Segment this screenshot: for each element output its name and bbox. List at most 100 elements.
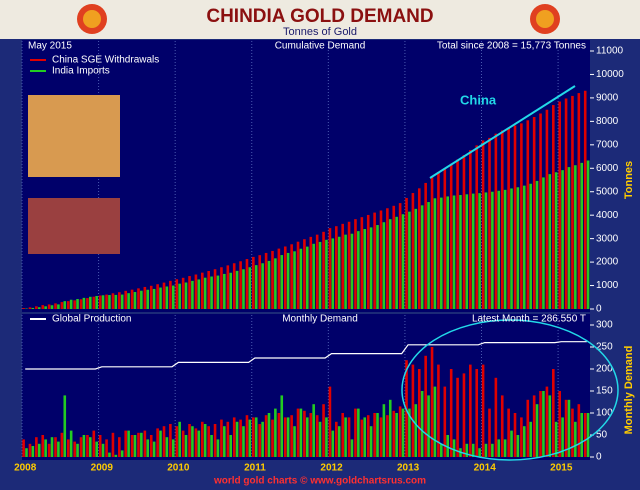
bar — [586, 413, 590, 457]
bar — [373, 212, 376, 309]
bar — [220, 419, 223, 457]
bar — [571, 95, 574, 309]
bar — [25, 448, 28, 457]
bar — [405, 197, 408, 309]
line — [25, 341, 587, 370]
bar — [503, 439, 507, 457]
bar — [118, 437, 121, 457]
bar — [162, 426, 166, 457]
x-tick-label: 2015 — [550, 463, 573, 474]
bar — [322, 404, 325, 457]
bar — [252, 256, 255, 309]
bar — [108, 452, 111, 457]
bar — [315, 234, 319, 309]
bar — [503, 189, 507, 309]
bar — [558, 391, 561, 457]
bar — [328, 228, 332, 309]
bar — [41, 305, 45, 309]
bar — [388, 219, 392, 309]
bar — [427, 395, 430, 457]
bar — [283, 417, 287, 457]
y-tick-label: 6000 — [596, 163, 619, 174]
bar — [411, 364, 415, 457]
y-tick-label: 100 — [596, 408, 613, 419]
bar — [366, 415, 370, 457]
bar — [22, 439, 25, 457]
bar — [171, 285, 175, 309]
bar — [335, 226, 338, 309]
bar — [194, 428, 198, 457]
bar — [337, 236, 341, 309]
bar — [433, 198, 437, 309]
bar — [111, 432, 115, 457]
bar — [271, 419, 274, 457]
bar — [522, 426, 526, 457]
bar — [363, 417, 367, 457]
bar — [28, 443, 32, 457]
bar — [331, 430, 335, 457]
bar — [57, 441, 60, 457]
bar — [283, 246, 287, 309]
bar — [207, 426, 210, 457]
bar — [124, 430, 128, 457]
bar — [510, 430, 513, 457]
bar — [522, 185, 526, 309]
bar — [137, 432, 140, 457]
bar — [248, 419, 252, 457]
bar — [475, 369, 479, 457]
y-tick-label: 8000 — [596, 116, 619, 127]
bar — [232, 417, 236, 457]
bar — [286, 417, 290, 457]
bar — [325, 417, 328, 457]
flag-badge — [536, 10, 554, 28]
y-tick-label: 50 — [596, 430, 608, 441]
bar — [296, 241, 300, 309]
bar — [105, 439, 108, 457]
bar — [335, 421, 338, 457]
bar — [564, 98, 568, 309]
bar — [203, 277, 207, 309]
bar — [76, 299, 79, 309]
bar — [449, 163, 453, 309]
bar — [28, 307, 32, 309]
bar — [223, 426, 226, 457]
bar — [516, 435, 520, 457]
bar — [312, 404, 315, 457]
bar — [386, 415, 389, 457]
y-tick-label: 11000 — [596, 46, 624, 57]
bar — [452, 439, 456, 457]
bar — [101, 443, 105, 457]
bar — [57, 304, 60, 309]
bar — [124, 290, 128, 309]
y-axis-title: Monthly Demand — [623, 346, 635, 435]
bar — [286, 252, 290, 309]
bar — [414, 208, 418, 309]
panel-title: Monthly Demand — [282, 314, 358, 325]
panel-note: Total since 2008 = 15,773 Tonnes — [437, 41, 586, 52]
bar — [574, 421, 577, 457]
bar — [127, 430, 130, 457]
bar — [44, 439, 47, 457]
bar — [437, 172, 440, 309]
bar — [552, 105, 555, 309]
bar — [347, 221, 351, 309]
bar — [191, 280, 194, 309]
bar — [388, 399, 392, 457]
bar — [494, 377, 498, 457]
bar — [264, 252, 268, 309]
bar — [143, 286, 147, 309]
bar — [63, 301, 67, 309]
bar — [210, 276, 213, 309]
bar — [312, 243, 315, 309]
bar — [443, 386, 447, 457]
bar — [471, 193, 475, 309]
bar — [79, 299, 83, 309]
bar — [408, 211, 411, 309]
bar — [242, 426, 245, 457]
bar — [89, 296, 92, 309]
bar — [395, 216, 398, 309]
bar — [178, 283, 181, 309]
bar — [194, 274, 198, 309]
bar — [114, 454, 118, 457]
bar — [376, 225, 379, 309]
